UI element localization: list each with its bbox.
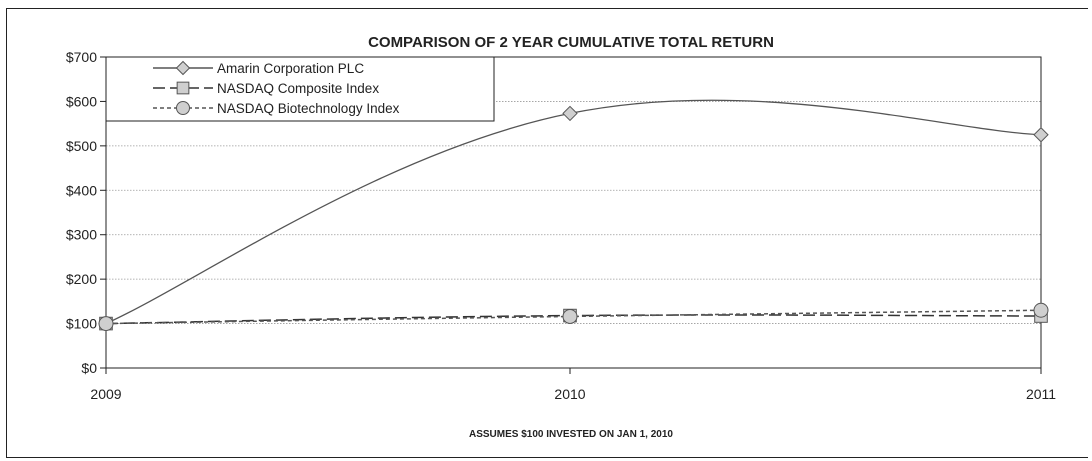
axes bbox=[105, 56, 1042, 369]
diamond-marker bbox=[562, 105, 578, 122]
plot-area bbox=[105, 56, 1042, 369]
y-tick-label: $200 bbox=[66, 271, 97, 287]
circle-marker bbox=[562, 308, 578, 324]
grid-lines bbox=[106, 101, 1041, 324]
legend: Amarin Corporation PLC NASDAQ Composite I… bbox=[105, 56, 495, 122]
x-tick-label: 2011 bbox=[1026, 386, 1056, 402]
x-tick-label: 2009 bbox=[90, 386, 121, 402]
circle-marker bbox=[176, 101, 190, 115]
legend-label: NASDAQ Composite Index bbox=[217, 81, 379, 96]
y-tick-label: $100 bbox=[66, 316, 97, 332]
series-line-0 bbox=[105, 99, 1042, 325]
y-tick-label: $0 bbox=[81, 360, 97, 376]
diamond-marker bbox=[1033, 127, 1049, 143]
diamond-marker bbox=[175, 60, 191, 76]
y-tick-label: $400 bbox=[66, 182, 97, 198]
x-axis-ticks: 2009 2010 2011 bbox=[90, 368, 1056, 402]
circle-marker bbox=[98, 316, 114, 332]
chart-title: COMPARISON OF 2 YEAR CUMULATIVE TOTAL RE… bbox=[368, 34, 774, 51]
series-lines bbox=[98, 99, 1049, 332]
legend-label: Amarin Corporation PLC bbox=[217, 61, 364, 76]
square-marker bbox=[176, 81, 190, 95]
y-axis-ticks: $0 $100 $200 $300 $400 $500 $600 $700 bbox=[66, 49, 106, 376]
y-tick-label: $300 bbox=[66, 227, 97, 243]
chart-footnote: ASSUMES $100 INVESTED ON JAN 1, 2010 bbox=[469, 429, 673, 440]
chart-frame bbox=[6, 8, 1088, 458]
y-tick-label: $700 bbox=[66, 49, 97, 65]
y-tick-label: $500 bbox=[66, 138, 97, 154]
legend-label: NASDAQ Biotechnology Index bbox=[217, 101, 400, 116]
x-tick-label: 2010 bbox=[554, 386, 585, 402]
y-tick-label: $600 bbox=[66, 93, 97, 109]
circle-marker bbox=[1033, 302, 1049, 318]
